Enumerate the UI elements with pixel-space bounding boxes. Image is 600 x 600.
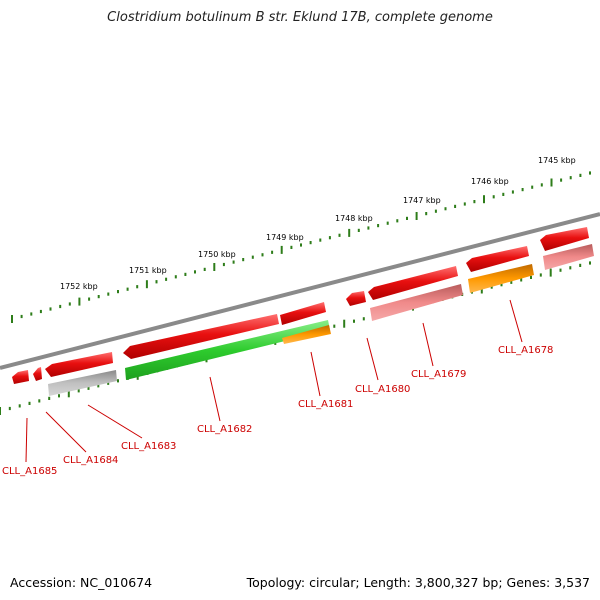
gene-feature[interactable] bbox=[12, 370, 29, 384]
gene-feature[interactable] bbox=[370, 284, 463, 321]
gene-feature[interactable] bbox=[468, 264, 534, 293]
genome-summary-text: Topology: circular; Length: 3,800,327 bp… bbox=[246, 575, 590, 590]
kbp-label: 1751 kbp bbox=[129, 266, 167, 275]
gene-label[interactable]: CLL_A1680 bbox=[355, 384, 410, 395]
gene-label[interactable]: CLL_A1681 bbox=[298, 399, 353, 410]
gene-feature[interactable] bbox=[543, 244, 594, 270]
kbp-label: 1749 kbp bbox=[266, 233, 304, 242]
gene-feature[interactable] bbox=[346, 291, 366, 306]
gene-feature[interactable] bbox=[282, 325, 331, 344]
kbp-scale-labels: 1752 kbp 1751 kbp 1750 kbp 1749 kbp 1748… bbox=[60, 156, 576, 291]
genome-backbone bbox=[0, 212, 600, 370]
gene-features bbox=[12, 227, 594, 396]
gene-label[interactable]: CLL_A1683 bbox=[121, 441, 176, 452]
kbp-label: 1745 kbp bbox=[538, 156, 576, 165]
gene-feature[interactable] bbox=[466, 246, 529, 272]
gene-feature[interactable] bbox=[540, 227, 589, 251]
gene-feature[interactable] bbox=[45, 352, 113, 377]
gene-labels: CLL_A1685 CLL_A1684 CLL_A1683 CLL_A1682 … bbox=[2, 345, 553, 477]
genome-title: Clostridium botulinum B str. Eklund 17B,… bbox=[107, 10, 493, 25]
kbp-label: 1748 kbp bbox=[335, 214, 373, 223]
gene-feature[interactable] bbox=[123, 314, 279, 359]
gene-feature[interactable] bbox=[48, 370, 117, 396]
gene-label[interactable]: CLL_A1685 bbox=[2, 466, 57, 477]
gene-feature[interactable] bbox=[368, 266, 458, 300]
kbp-label: 1746 kbp bbox=[471, 177, 509, 186]
gene-feature[interactable] bbox=[33, 367, 42, 381]
gene-label[interactable]: CLL_A1678 bbox=[498, 345, 553, 356]
kbp-label: 1752 kbp bbox=[60, 282, 98, 291]
gene-label[interactable]: CLL_A1679 bbox=[411, 369, 466, 380]
accession-text: Accession: NC_010674 bbox=[10, 575, 153, 590]
label-leaders bbox=[25, 299, 523, 463]
kbp-label: 1747 kbp bbox=[403, 196, 441, 205]
gene-label[interactable]: CLL_A1684 bbox=[63, 455, 118, 466]
outer-tick-track bbox=[11, 171, 591, 323]
kbp-label: 1750 kbp bbox=[198, 250, 236, 259]
gene-feature[interactable] bbox=[280, 302, 326, 325]
gene-label[interactable]: CLL_A1682 bbox=[197, 424, 252, 435]
gene-feature[interactable] bbox=[125, 320, 330, 380]
